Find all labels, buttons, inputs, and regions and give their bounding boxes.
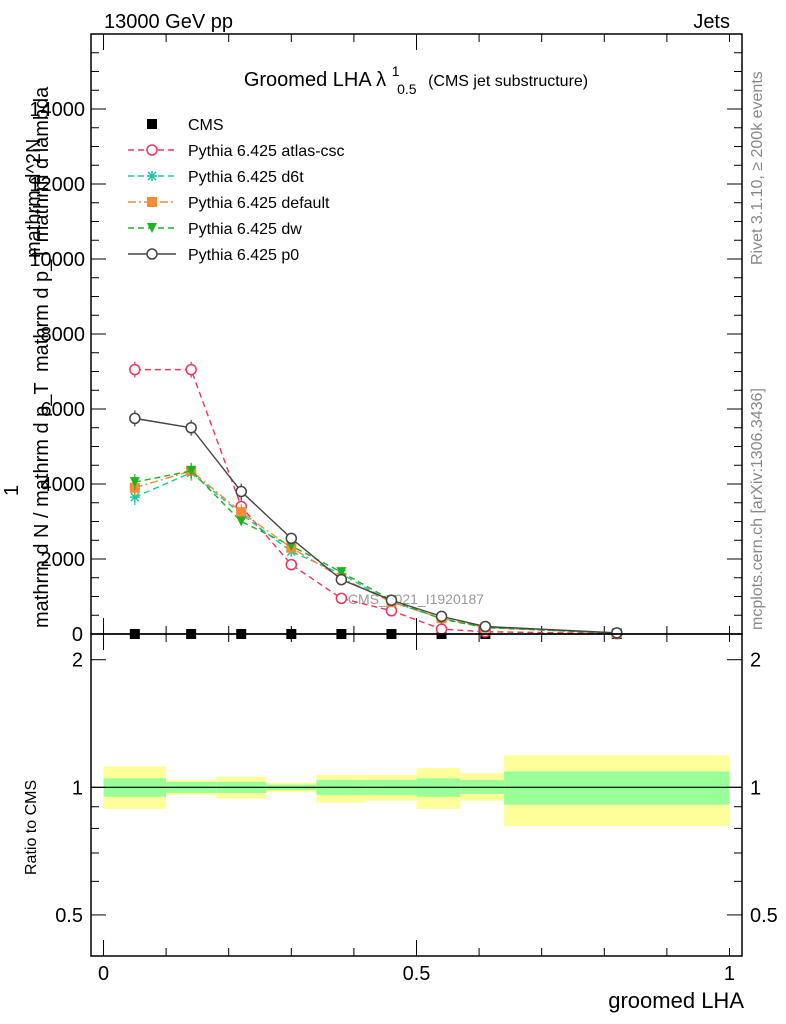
- data-point: [186, 465, 197, 476]
- legend-label: Pythia 6.425 atlas-csc: [188, 143, 345, 160]
- ratio-panel: 0.5 0.51 12 2 0 0.5 1 Ratio to CMS groomed LH…: [23, 633, 778, 1013]
- legend-label: Pythia 6.425 p0: [188, 247, 299, 264]
- data-point: [611, 627, 623, 639]
- main-y-ticks: 2000 4000 6000 8000 10000 12000 14000 0: [29, 52, 742, 646]
- data-point: [129, 363, 141, 376]
- series-line: [134, 471, 617, 634]
- y-tick-label: 12000: [29, 174, 85, 196]
- legend-entry: Pythia 6.425 atlas-csc: [128, 143, 345, 160]
- legend-marker: [147, 171, 157, 181]
- legend-label: Pythia 6.425 d6t: [188, 169, 304, 186]
- data-point: [335, 573, 348, 586]
- legend-marker: [147, 197, 157, 207]
- data-point: [285, 558, 298, 571]
- series-4: [129, 462, 622, 639]
- series-line: [134, 368, 617, 635]
- rivet-label: Rivet 3.1.10, ≥ 200k events: [749, 71, 766, 265]
- ratio-ylabel: Ratio to CMS: [23, 780, 40, 875]
- y-tick-label: 14000: [29, 99, 85, 121]
- series-line: [134, 470, 617, 634]
- data-point: [385, 594, 398, 606]
- data-point: [185, 422, 197, 434]
- legend-entry: CMS: [147, 117, 224, 134]
- series-3: [129, 462, 622, 639]
- ratio-y-tick-label-right: 1: [750, 777, 761, 799]
- ratio-bands: [91, 755, 742, 827]
- legend-marker: [147, 119, 157, 129]
- chart-title-main: Groomed LHA: [244, 69, 372, 91]
- watermark: CMS_2021_I1920187: [348, 591, 484, 607]
- series-5: [129, 410, 623, 639]
- legend-entry: Pythia 6.425 dw: [128, 221, 302, 238]
- main-panel: CMS_2021_I1920187 2000 4000 6000 8000 10000 1…: [29, 33, 743, 646]
- chart-title-suffix: (CMS jet substructure): [428, 73, 588, 90]
- chart-title-symbol: λ: [376, 69, 386, 91]
- x-tick-label: 1: [724, 963, 735, 985]
- legend-marker: [147, 223, 157, 233]
- data-point: [336, 567, 347, 578]
- data-point: [335, 592, 348, 605]
- legend-label: Pythia 6.425 default: [188, 195, 330, 212]
- y-tick-label: 10000: [29, 249, 85, 271]
- ratio-x-ticks: 0 0.5 1: [98, 634, 735, 985]
- legend: CMS Pythia 6.425 atlas-csc Pythia 6.425 d6…: [128, 117, 345, 264]
- header-left: 13000 GeV pp: [104, 11, 233, 33]
- y-tick-label: 4000: [41, 474, 86, 496]
- chart-title-sup: 1: [392, 63, 400, 79]
- data-point: [129, 412, 141, 425]
- ratio-y-ticks: 0.5 0.5 1 1 2 2: [55, 650, 778, 927]
- ylabel-bottom: mathrm d N / mathrm d p_T: [31, 382, 53, 628]
- legend-entry: Pythia 6.425 p0: [128, 247, 299, 264]
- legend-marker: [146, 144, 158, 156]
- x-tick-label: 0.5: [403, 963, 431, 985]
- mcplots-label: mcplots.cern.ch [arXiv:1306.3436]: [749, 388, 766, 630]
- header-right: Jets: [693, 11, 730, 33]
- ratio-y-tick-label-left: 0.5: [55, 905, 83, 927]
- ratio-y-tick-label-right: 0.5: [750, 905, 778, 927]
- main-ylabel: mathrm d^2N mathrm d p_T mathrm d lambda…: [1, 86, 53, 628]
- legend-marker: [146, 248, 158, 260]
- data-point: [479, 620, 492, 633]
- ylabel-mid: mathrm d p_T mathrm d lambda: [31, 86, 53, 372]
- legend-entry: Pythia 6.425 default: [128, 195, 330, 212]
- ratio-frame-rect: [90, 633, 743, 957]
- legend-entry: Pythia 6.425 d6t: [128, 169, 304, 186]
- data-point: [435, 610, 448, 623]
- data-point: [185, 363, 197, 376]
- ylabel-one: 1: [1, 485, 23, 496]
- inner-band: [504, 771, 730, 805]
- data-point: [129, 492, 140, 503]
- data-point: [285, 532, 298, 545]
- chart-title: Groomed LHA λ 1 0.5 (CMS jet substructur…: [244, 59, 588, 99]
- legend-label: Pythia 6.425 dw: [188, 221, 302, 238]
- y-tick-label: 6000: [41, 399, 86, 421]
- ylabel-top: mathrm d^2N: [23, 139, 45, 258]
- data-point: [236, 516, 247, 527]
- data-point: [385, 605, 398, 617]
- data-point: [236, 507, 247, 518]
- ratio-frame: [90, 633, 743, 957]
- series-2: [129, 464, 622, 639]
- y-tick-label: 2000: [41, 549, 86, 571]
- y-tick-label-zero: 0: [72, 624, 83, 646]
- main-x-ticks: [103, 34, 730, 634]
- y-tick-label: 8000: [41, 324, 86, 346]
- chart-title-sub: 0.5: [397, 81, 417, 97]
- x-tick-label: 0: [98, 963, 109, 985]
- data-point: [435, 623, 448, 635]
- series-line: [134, 470, 617, 634]
- ratio-xlabel: groomed LHA: [608, 988, 744, 1013]
- legend-label: CMS: [188, 117, 224, 134]
- ratio-y-tick-label-left: 2: [72, 650, 83, 672]
- data-point: [235, 485, 247, 498]
- ratio-y-tick-label-left: 1: [72, 777, 83, 799]
- data-point: [129, 477, 140, 488]
- ratio-y-tick-label-right: 2: [750, 650, 761, 672]
